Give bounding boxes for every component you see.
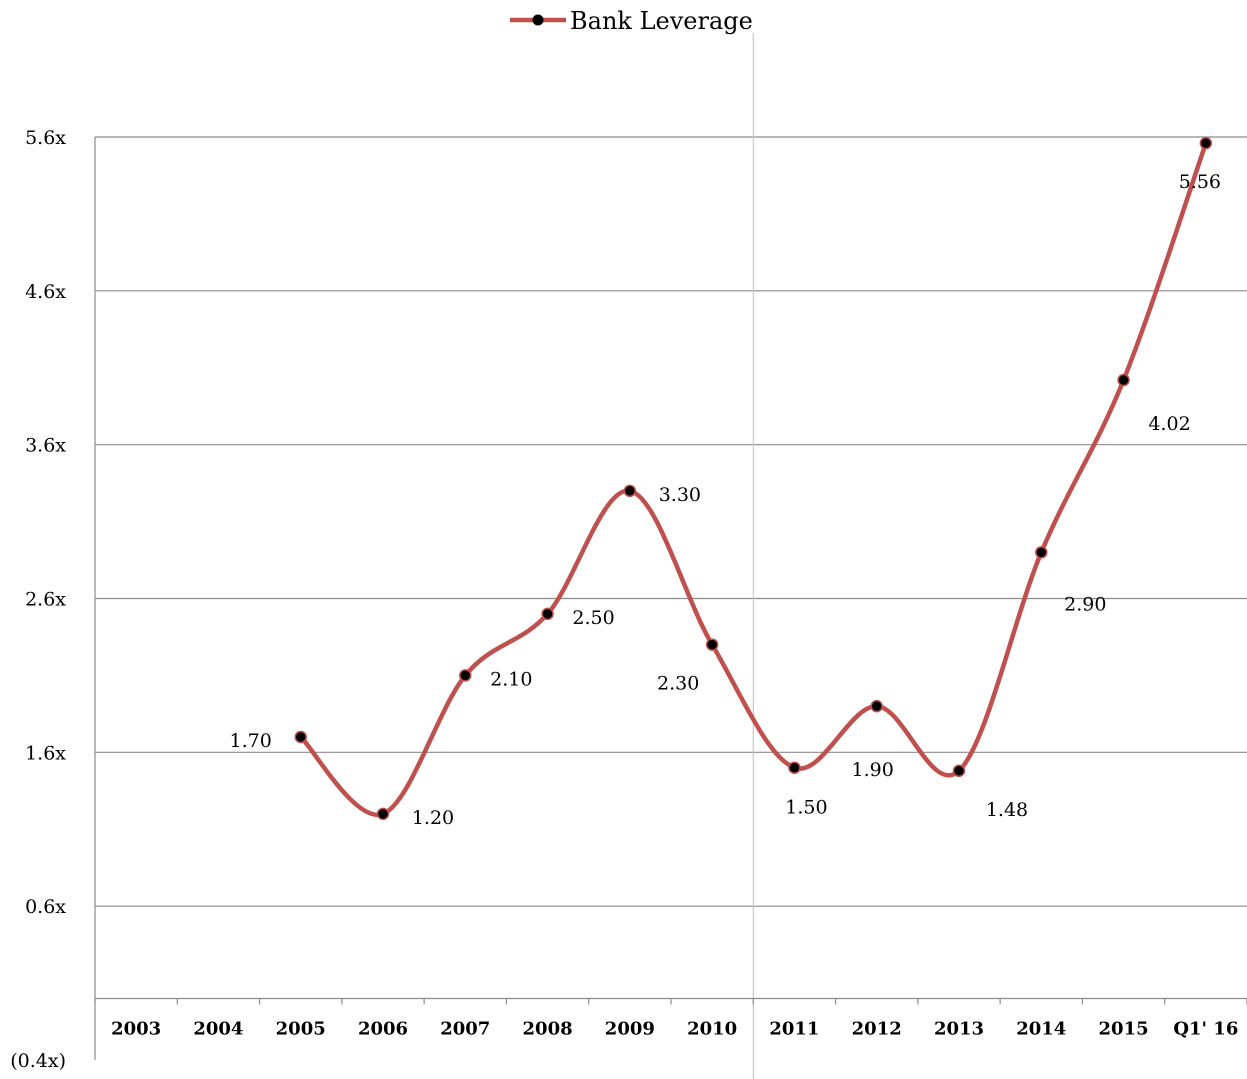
data-label: 1.70: [230, 730, 272, 752]
y-tick-label: 0.6x: [25, 896, 66, 918]
data-label: 2.10: [490, 668, 532, 690]
x-tick-label: 2011: [769, 1018, 819, 1039]
x-tick-label: 2009: [605, 1018, 655, 1039]
data-point: [1035, 546, 1048, 559]
x-axis-tick-labels: 2003 2004 2005 2006 2007 2008 2009 2010 2011 2012…: [111, 1018, 1238, 1039]
y-tick-label: 1.6x: [25, 742, 66, 764]
x-tick-label: 2004: [193, 1018, 243, 1039]
data-label: 1.90: [852, 759, 894, 781]
data-labels: 1.70 1.20 2.10 2.50 3.30 2.30 1.50 1.90 1.48 2.90…: [230, 171, 1221, 829]
data-label: 2.90: [1064, 593, 1106, 615]
x-tick-label: 2005: [276, 1018, 326, 1039]
y-tick-label: (0.4x): [10, 1050, 66, 1072]
data-label: 4.02: [1148, 413, 1190, 435]
x-tick-label: 2008: [523, 1018, 573, 1039]
x-tick-label: Q1' 16: [1173, 1018, 1238, 1039]
x-tick-label: 2006: [358, 1018, 408, 1039]
y-tick-label: 5.6x: [25, 127, 66, 149]
x-tick-label: 2003: [111, 1018, 161, 1039]
data-point: [1117, 373, 1130, 387]
data-label: 2.30: [657, 673, 699, 695]
y-axis-tick-labels: (0.4x) 0.6x 1.6x 2.6x 3.6x 4.6x 5.6x: [10, 127, 66, 1072]
y-tick-label: 2.6x: [25, 589, 66, 611]
gridlines: [95, 33, 1247, 1079]
x-tick-label: 2013: [934, 1018, 984, 1039]
data-label: 2.50: [572, 607, 614, 629]
series-markers: [294, 136, 1213, 821]
data-point: [541, 607, 554, 621]
x-tick-label: 2015: [1099, 1018, 1149, 1039]
x-tick-label: 2007: [440, 1018, 490, 1039]
data-point: [294, 730, 307, 744]
data-point: [952, 764, 966, 778]
y-tick-label: 3.6x: [25, 435, 66, 457]
x-tick-label: 2010: [687, 1018, 737, 1039]
legend-marker-icon: [532, 14, 544, 26]
data-point: [459, 669, 472, 682]
data-point: [870, 699, 883, 713]
data-point: [376, 807, 390, 821]
data-label: 5.56: [1179, 171, 1221, 193]
data-point: [788, 761, 801, 774]
x-tick-label: 2014: [1016, 1018, 1066, 1039]
data-point: [705, 638, 719, 651]
data-label: 1.20: [412, 807, 454, 829]
data-label: 3.30: [659, 484, 701, 506]
data-point: [1199, 136, 1213, 150]
data-label: 1.50: [785, 797, 827, 819]
axes: [94, 137, 1247, 1060]
x-tick-label: 2012: [852, 1018, 902, 1039]
y-tick-label: 4.6x: [25, 281, 66, 303]
legend-label-bank-leverage: Bank Leverage: [570, 7, 753, 35]
data-label: 1.48: [986, 799, 1028, 821]
data-point: [623, 484, 637, 498]
legend: Bank Leverage: [510, 7, 753, 35]
